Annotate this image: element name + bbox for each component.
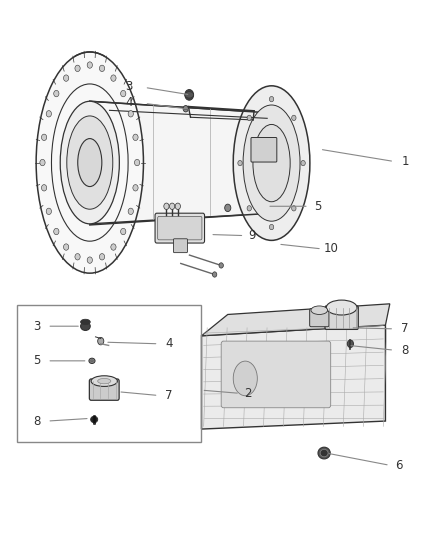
Polygon shape	[201, 325, 385, 429]
Circle shape	[42, 134, 47, 141]
Circle shape	[183, 106, 188, 112]
Text: 1: 1	[401, 155, 409, 168]
Circle shape	[75, 65, 80, 71]
Circle shape	[292, 206, 296, 211]
Polygon shape	[90, 101, 272, 224]
Text: 9: 9	[248, 229, 256, 242]
Circle shape	[301, 160, 305, 166]
Ellipse shape	[320, 449, 328, 457]
Circle shape	[111, 75, 116, 82]
Ellipse shape	[67, 116, 113, 209]
Circle shape	[99, 254, 105, 260]
Ellipse shape	[81, 319, 90, 325]
Ellipse shape	[233, 86, 310, 240]
Circle shape	[128, 111, 134, 117]
Circle shape	[99, 65, 105, 71]
Circle shape	[347, 340, 353, 348]
Text: 3: 3	[126, 80, 133, 93]
Text: 8: 8	[402, 344, 409, 357]
FancyBboxPatch shape	[251, 138, 277, 162]
Ellipse shape	[185, 92, 194, 98]
Circle shape	[46, 111, 51, 117]
Text: 4: 4	[125, 96, 133, 109]
Circle shape	[40, 159, 45, 166]
Circle shape	[170, 203, 175, 209]
Ellipse shape	[89, 358, 95, 364]
Circle shape	[134, 159, 140, 166]
Ellipse shape	[318, 447, 330, 459]
Text: 8: 8	[34, 415, 41, 427]
Circle shape	[46, 208, 51, 214]
Circle shape	[64, 244, 69, 250]
Circle shape	[87, 257, 92, 263]
Circle shape	[54, 91, 59, 97]
Ellipse shape	[253, 125, 290, 201]
Text: 7: 7	[165, 389, 173, 402]
Text: 6: 6	[395, 459, 403, 472]
FancyBboxPatch shape	[221, 341, 331, 408]
Circle shape	[75, 254, 80, 260]
Ellipse shape	[326, 300, 357, 315]
Ellipse shape	[91, 376, 117, 386]
Circle shape	[128, 208, 134, 215]
Circle shape	[185, 90, 194, 100]
Text: 7: 7	[401, 322, 409, 335]
Circle shape	[64, 75, 69, 82]
Circle shape	[133, 184, 138, 191]
Circle shape	[225, 204, 231, 212]
Bar	[17, 305, 201, 442]
Circle shape	[269, 224, 274, 230]
Circle shape	[164, 203, 169, 209]
Circle shape	[111, 244, 116, 250]
Circle shape	[238, 160, 242, 166]
Ellipse shape	[91, 416, 98, 423]
Ellipse shape	[36, 52, 143, 273]
Circle shape	[247, 115, 251, 120]
Circle shape	[98, 337, 104, 345]
Polygon shape	[201, 304, 390, 336]
Text: 5: 5	[314, 200, 321, 213]
Text: 3: 3	[34, 320, 41, 333]
Circle shape	[247, 206, 251, 211]
Ellipse shape	[98, 378, 111, 384]
Text: 2: 2	[244, 387, 251, 400]
Circle shape	[292, 115, 296, 120]
FancyBboxPatch shape	[155, 213, 205, 243]
Text: 10: 10	[323, 243, 338, 255]
Circle shape	[269, 96, 274, 102]
Circle shape	[120, 91, 126, 97]
Circle shape	[133, 134, 138, 141]
Text: 4: 4	[165, 337, 173, 350]
FancyBboxPatch shape	[325, 306, 358, 329]
Ellipse shape	[243, 105, 300, 221]
Ellipse shape	[81, 322, 90, 330]
Circle shape	[175, 203, 180, 209]
FancyBboxPatch shape	[158, 216, 202, 240]
FancyBboxPatch shape	[89, 379, 119, 400]
Ellipse shape	[311, 306, 328, 314]
Circle shape	[219, 263, 223, 268]
FancyBboxPatch shape	[173, 239, 187, 253]
Circle shape	[54, 228, 59, 235]
Circle shape	[42, 184, 47, 191]
Ellipse shape	[60, 101, 119, 224]
Ellipse shape	[233, 361, 258, 395]
Ellipse shape	[91, 360, 93, 362]
FancyBboxPatch shape	[310, 309, 329, 327]
Text: 5: 5	[34, 354, 41, 367]
Circle shape	[120, 228, 126, 235]
Circle shape	[87, 62, 92, 68]
Circle shape	[212, 272, 217, 277]
Ellipse shape	[78, 139, 102, 187]
